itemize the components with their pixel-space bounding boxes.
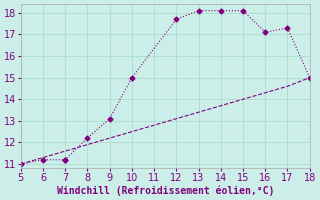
X-axis label: Windchill (Refroidissement éolien,°C): Windchill (Refroidissement éolien,°C) — [57, 185, 274, 196]
